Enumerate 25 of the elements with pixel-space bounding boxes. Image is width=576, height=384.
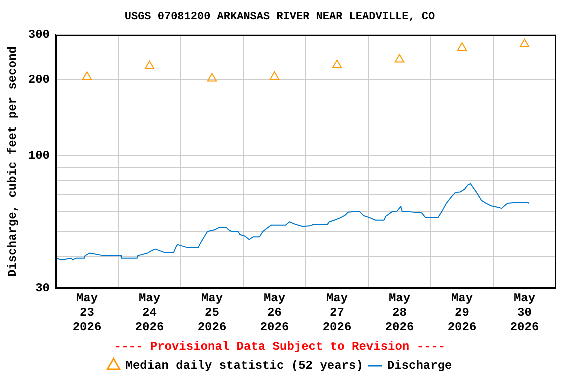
point — [82, 72, 92, 80]
x-tick-label: May 26 2026 — [260, 292, 290, 334]
x-tick-label: May 27 2026 — [322, 292, 352, 334]
x-tick-label: May 24 2026 — [135, 292, 164, 334]
point — [332, 60, 342, 68]
text: ---- Provisional Data Subject to Revision ---- — [114, 340, 446, 354]
legend-label: Median daily statistic (52 years) — [126, 359, 364, 374]
y-tick-label: 30 — [36, 281, 50, 296]
y-tick-label: 200 — [28, 72, 50, 87]
x-tick-label: May 28 2026 — [385, 292, 414, 334]
y-tick-label: 100 — [28, 149, 50, 164]
chart-title: USGS 07081200 ARKANSAS RIVER NEAR LEADVILLE, CO — [124, 11, 436, 24]
point — [207, 73, 218, 82]
y-axis-title: Discharge, cubic feet per second — [6, 46, 20, 278]
point — [270, 72, 280, 80]
point — [394, 54, 405, 63]
legend-label: Discharge — [387, 359, 452, 374]
x-tick-label: May 30 2026 — [510, 292, 540, 334]
x-tick-label: May 29 2026 — [448, 292, 477, 334]
x-tick-label: May 23 2026 — [72, 292, 102, 334]
point — [457, 42, 468, 52]
point — [520, 38, 530, 48]
x-tick-label: May 25 2026 — [198, 292, 227, 334]
y-tick-label: 300 — [28, 28, 50, 42]
point — [144, 60, 155, 70]
